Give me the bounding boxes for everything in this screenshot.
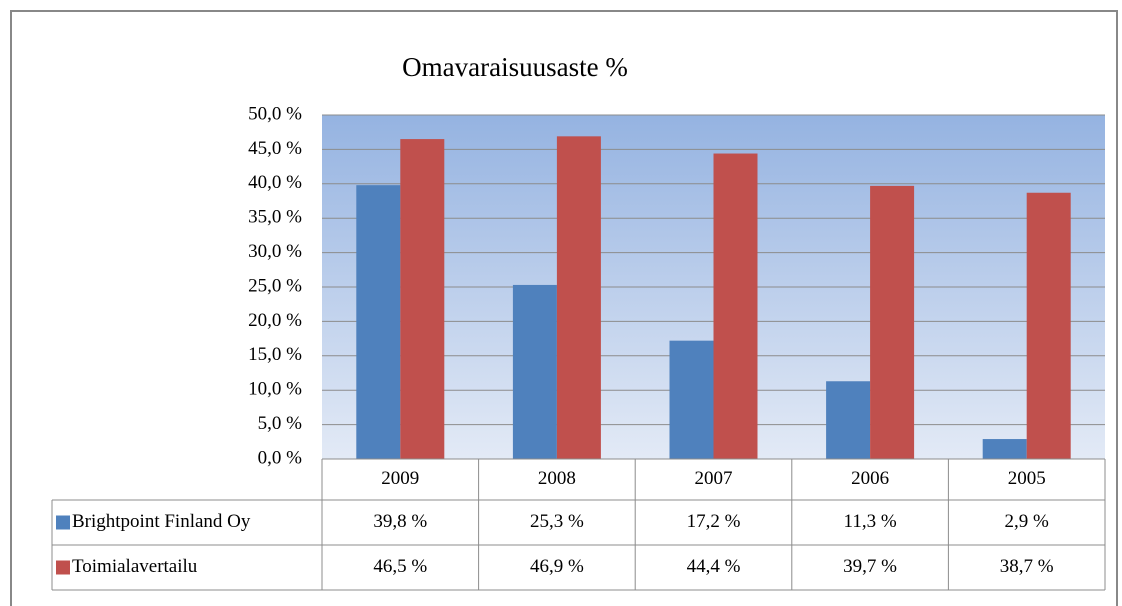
y-tick-label: 25,0 % (248, 275, 302, 296)
bar (713, 153, 758, 459)
table-value: 25,3 % (530, 511, 584, 532)
y-tick-label: 5,0 % (258, 413, 303, 434)
table-value: 17,2 % (687, 511, 741, 532)
y-tick-label: 0,0 % (258, 447, 303, 468)
bar (1026, 192, 1071, 459)
y-tick-label: 15,0 % (248, 344, 302, 365)
chart-title: Omavaraisuusaste % (402, 52, 628, 82)
legend-label: Brightpoint Finland Oy (72, 511, 251, 532)
table-value: 44,4 % (687, 556, 741, 577)
y-tick-label: 50,0 % (248, 103, 302, 124)
bar (400, 139, 445, 459)
x-tick-label: 2007 (695, 468, 733, 489)
legend-swatch (56, 515, 70, 530)
y-tick-label: 30,0 % (248, 241, 302, 262)
bar (669, 340, 714, 459)
x-tick-label: 2006 (851, 468, 889, 489)
table-value: 39,8 % (373, 511, 427, 532)
bar (826, 381, 871, 459)
x-tick-label: 2009 (381, 468, 419, 489)
x-tick-label: 2005 (1008, 468, 1046, 489)
y-tick-label: 40,0 % (248, 172, 302, 193)
bar (556, 136, 601, 459)
x-tick-label: 2008 (538, 468, 576, 489)
bar (982, 439, 1027, 459)
y-tick-label: 35,0 % (248, 207, 302, 228)
table-value: 11,3 % (844, 511, 897, 532)
table-value: 38,7 % (1000, 556, 1054, 577)
bar (356, 185, 401, 459)
bar (512, 284, 557, 459)
table-value: 46,5 % (373, 556, 427, 577)
legend-label: Toimialavertailu (72, 556, 198, 577)
bar (870, 185, 915, 459)
y-tick-label: 10,0 % (248, 379, 302, 400)
table-value: 2,9 % (1005, 511, 1050, 532)
table-value: 46,9 % (530, 556, 584, 577)
legend-swatch (56, 560, 70, 575)
y-tick-label: 20,0 % (248, 310, 302, 331)
y-tick-label: 45,0 % (248, 138, 302, 159)
table-value: 39,7 % (843, 556, 897, 577)
